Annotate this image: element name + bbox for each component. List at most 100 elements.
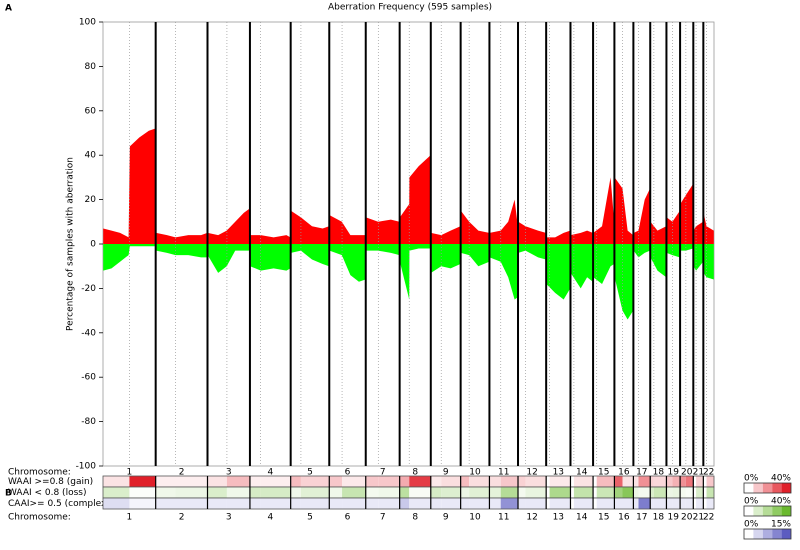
heatmap-cell bbox=[460, 498, 470, 509]
heatmap-cell bbox=[703, 498, 707, 509]
heatmap-cell bbox=[500, 487, 519, 498]
heatmap-cell bbox=[546, 476, 550, 487]
chromosome-label: 7 bbox=[380, 513, 386, 523]
y-tick-label: 0 bbox=[90, 240, 96, 250]
heatmap-cell bbox=[378, 498, 400, 509]
legend-swatch bbox=[753, 529, 763, 539]
heatmap-cell bbox=[489, 476, 501, 487]
heatmap-cell bbox=[525, 487, 547, 498]
heatmap-cell bbox=[489, 487, 501, 498]
heatmap-cell bbox=[672, 476, 681, 487]
heatmap-cell bbox=[460, 476, 470, 487]
y-tick-label: -80 bbox=[81, 417, 96, 427]
legend-swatch bbox=[753, 483, 763, 493]
heatmap-cell bbox=[500, 476, 519, 487]
heatmap-cell bbox=[525, 498, 547, 509]
legend-swatch bbox=[781, 529, 791, 539]
heatmap-cell bbox=[706, 498, 714, 509]
heatmap-cell bbox=[300, 498, 330, 509]
heatmap-cell bbox=[693, 498, 697, 509]
heatmap-cell bbox=[103, 476, 130, 487]
chromosome-label: 19 bbox=[668, 513, 680, 523]
heatmap-cell bbox=[593, 476, 597, 487]
chromosome-label: 22 bbox=[703, 513, 714, 523]
y-tick-label: -40 bbox=[81, 328, 96, 338]
heatmap-cell bbox=[260, 476, 291, 487]
heatmap-cell bbox=[430, 498, 442, 509]
heatmap-cell bbox=[706, 476, 714, 487]
heatmap-cell bbox=[409, 487, 431, 498]
heatmap-cell bbox=[633, 498, 639, 509]
x-axis-label: Chromosome: bbox=[8, 468, 71, 478]
heatmap-cell bbox=[614, 498, 623, 509]
heatmap-cell bbox=[650, 487, 654, 498]
heatmap-cell bbox=[570, 498, 574, 509]
heatmap-cell bbox=[546, 487, 550, 498]
heatmap-cell bbox=[696, 476, 704, 487]
heatmap-cell bbox=[500, 498, 519, 509]
heatmap-cell bbox=[546, 498, 550, 509]
frequency-area bbox=[103, 128, 714, 244]
heatmap-cell bbox=[525, 476, 547, 487]
legend-swatch bbox=[744, 529, 754, 539]
heatmap-cell bbox=[155, 476, 176, 487]
heatmap-cell bbox=[290, 487, 301, 498]
y-tick-label: 100 bbox=[79, 18, 96, 28]
heatmap-cell bbox=[409, 498, 431, 509]
heatmap-cell bbox=[622, 476, 634, 487]
heatmap-cell bbox=[226, 487, 250, 498]
legend-scale-label: 0% bbox=[744, 497, 759, 507]
chromosome-label: 15 bbox=[598, 513, 609, 523]
legend-frame bbox=[743, 528, 792, 540]
chromosome-label: 5 bbox=[307, 468, 313, 478]
panel-label: B bbox=[5, 489, 12, 499]
legend-scale-label: 15% bbox=[771, 520, 791, 530]
y-tick-label: 80 bbox=[85, 62, 97, 72]
chromosome-label: 8 bbox=[412, 468, 418, 478]
chromosome-label: 17 bbox=[636, 513, 647, 523]
y-tick-label: 60 bbox=[85, 106, 97, 116]
heatmap-cell bbox=[633, 476, 639, 487]
y-tick-label: -100 bbox=[76, 462, 97, 472]
heatmap-cell bbox=[207, 487, 227, 498]
heatmap-cell bbox=[329, 476, 343, 487]
chromosome-label: 21 bbox=[693, 513, 704, 523]
y-axis-label: Percentage of samples with aberration bbox=[66, 157, 76, 331]
heatmap-cell bbox=[430, 476, 442, 487]
heatmap-cell bbox=[549, 498, 571, 509]
heatmap-cell bbox=[614, 487, 623, 498]
chromosome-label: 16 bbox=[618, 468, 630, 478]
heatmap-cell bbox=[365, 498, 379, 509]
x-axis-label: Chromosome: bbox=[8, 513, 71, 523]
chromosome-label: 22 bbox=[703, 468, 714, 478]
chromosome-label: 14 bbox=[576, 513, 588, 523]
chromosome-label: 20 bbox=[681, 468, 693, 478]
chromosome-label: 21 bbox=[693, 468, 704, 478]
track-frame bbox=[102, 497, 715, 510]
heatmap-cell bbox=[680, 498, 686, 509]
heatmap-cell bbox=[666, 498, 673, 509]
heatmap-cell bbox=[622, 498, 634, 509]
chromosome-label: 15 bbox=[598, 468, 609, 478]
y-tick-label: 20 bbox=[85, 195, 97, 205]
chromosome-label: 9 bbox=[443, 513, 449, 523]
legend-swatch bbox=[762, 483, 773, 493]
heatmap-cell bbox=[685, 476, 694, 487]
heatmap-cell bbox=[103, 487, 130, 498]
heatmap-cell bbox=[129, 476, 156, 487]
heatmap-cell bbox=[409, 476, 431, 487]
track-label: CAAI>= 0.5 (complex) bbox=[8, 499, 110, 509]
heatmap-cell bbox=[596, 476, 615, 487]
heatmap-cell bbox=[441, 476, 461, 487]
heatmap-cell bbox=[469, 476, 490, 487]
chromosome-label: 11 bbox=[498, 513, 509, 523]
legend-scale-label: 40% bbox=[771, 474, 791, 484]
chromosome-label: 16 bbox=[618, 513, 630, 523]
heatmap-cell bbox=[469, 487, 490, 498]
heatmap-cell bbox=[672, 498, 681, 509]
track-label: WAAI < 0.8 (loss) bbox=[8, 488, 86, 498]
heatmap-cell bbox=[290, 476, 301, 487]
heatmap-cell bbox=[378, 487, 400, 498]
panel-label: A bbox=[5, 4, 12, 14]
chromosome-label: 6 bbox=[345, 513, 351, 523]
